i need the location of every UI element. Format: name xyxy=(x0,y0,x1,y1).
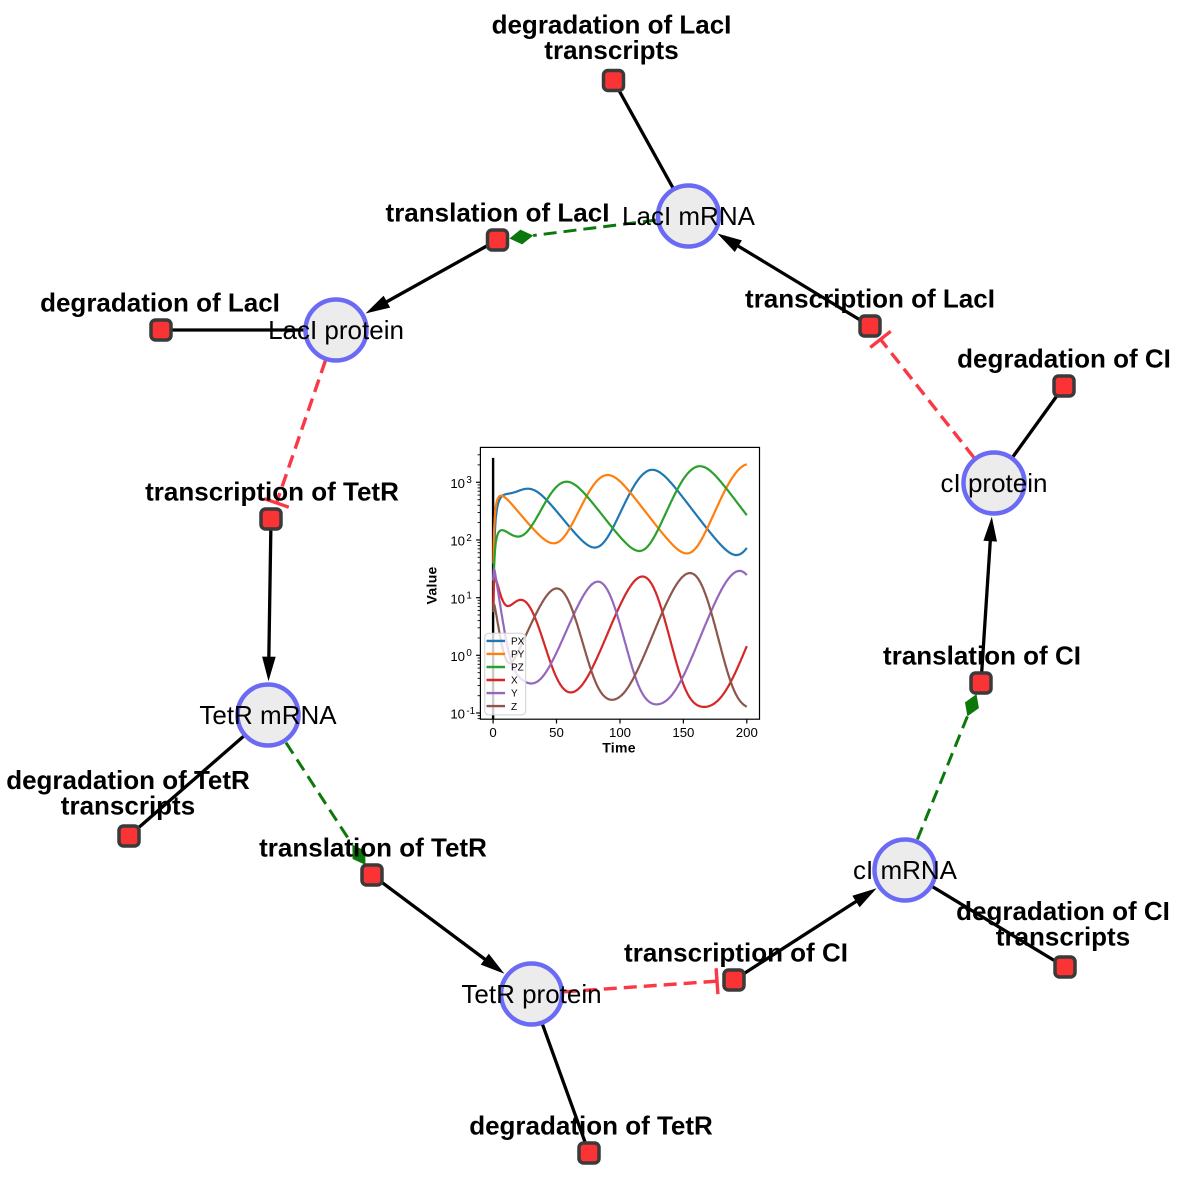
svg-text:200: 200 xyxy=(736,725,758,740)
svg-text:10: 10 xyxy=(450,649,465,664)
svg-text:Time: Time xyxy=(602,740,636,756)
svg-text:LacI protein: LacI protein xyxy=(268,315,404,345)
svg-text:1: 1 xyxy=(466,591,471,602)
svg-text:degradation of TetR: degradation of TetR xyxy=(6,765,250,795)
svg-text:150: 150 xyxy=(672,725,694,740)
svg-text:cI mRNA: cI mRNA xyxy=(853,855,958,885)
svg-text:translation of CI: translation of CI xyxy=(883,641,1081,671)
svg-text:10: 10 xyxy=(450,591,465,606)
svg-text:degradation of CI: degradation of CI xyxy=(957,344,1171,374)
svg-text:TetR mRNA: TetR mRNA xyxy=(199,700,337,730)
svg-text:PZ: PZ xyxy=(511,663,524,674)
svg-text:10: 10 xyxy=(450,534,465,549)
svg-text:transcription of LacI: transcription of LacI xyxy=(745,284,995,314)
svg-text:3: 3 xyxy=(466,475,472,486)
svg-text:translation of LacI: translation of LacI xyxy=(386,198,610,228)
svg-text:degradation of TetR: degradation of TetR xyxy=(469,1111,713,1141)
svg-text:transcripts: transcripts xyxy=(544,35,678,65)
svg-text:50: 50 xyxy=(549,725,564,740)
svg-text:10: 10 xyxy=(450,476,465,491)
svg-text:PX: PX xyxy=(511,637,525,648)
svg-text:0: 0 xyxy=(489,725,496,740)
svg-text:degradation of CI: degradation of CI xyxy=(956,896,1170,926)
svg-text:cI protein: cI protein xyxy=(941,468,1048,498)
svg-text:X: X xyxy=(511,676,518,687)
svg-text:TetR protein: TetR protein xyxy=(461,979,601,1009)
svg-text:transcription of TetR: transcription of TetR xyxy=(145,477,399,507)
svg-text:100: 100 xyxy=(609,725,631,740)
svg-text:translation of TetR: translation of TetR xyxy=(259,833,487,863)
svg-text:2: 2 xyxy=(466,533,471,544)
svg-text:degradation of LacI: degradation of LacI xyxy=(492,10,732,40)
svg-text:Z: Z xyxy=(511,702,517,713)
svg-text:transcripts: transcripts xyxy=(61,791,195,821)
svg-text:degradation of LacI: degradation of LacI xyxy=(40,288,280,318)
svg-text:transcripts: transcripts xyxy=(996,922,1130,952)
svg-text:Y: Y xyxy=(511,689,518,700)
svg-text:Value: Value xyxy=(423,566,439,604)
svg-text:LacI mRNA: LacI mRNA xyxy=(622,201,756,231)
svg-text:-1: -1 xyxy=(466,706,475,717)
svg-text:10: 10 xyxy=(450,707,465,722)
svg-text:0: 0 xyxy=(466,648,472,659)
svg-text:PY: PY xyxy=(511,650,525,661)
svg-text:transcription of CI: transcription of CI xyxy=(624,938,848,968)
